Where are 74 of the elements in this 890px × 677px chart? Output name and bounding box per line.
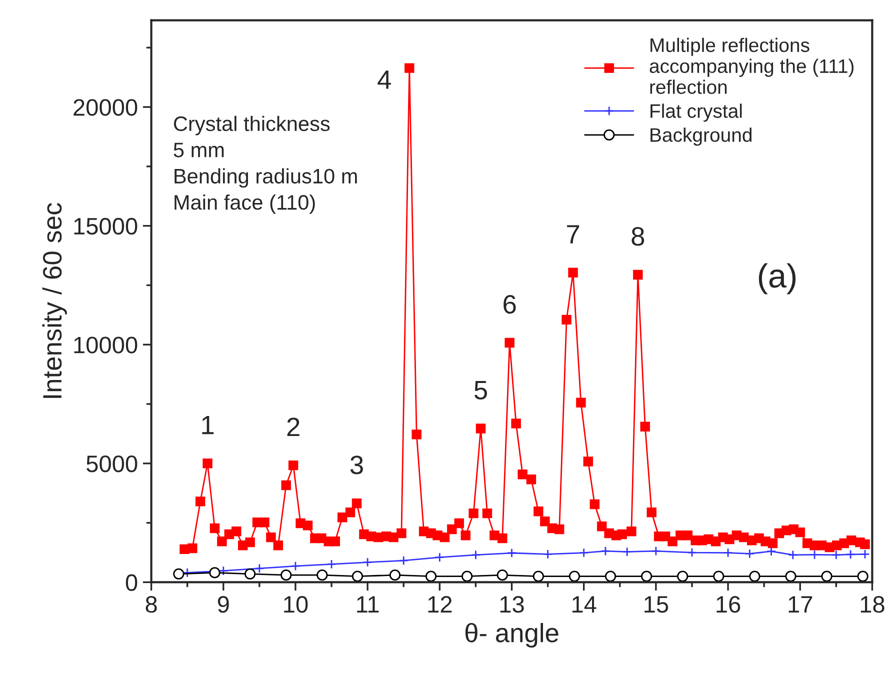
point [218,566,228,576]
point [254,564,264,574]
point [641,570,652,582]
point [496,570,508,581]
y-tick-label: 15000 [74,218,138,235]
annotation: 3 [350,456,363,474]
point [290,561,300,571]
point [362,557,372,568]
x-tick-label: 8 [146,596,157,613]
annotation: 4 [378,70,391,89]
point [749,570,760,582]
point [677,570,688,582]
point [846,550,856,560]
legend-label: Background [650,128,752,146]
point [462,570,473,582]
point [352,570,364,582]
point [622,546,632,557]
y-tick-label: 5000 [86,455,138,472]
point [506,548,517,558]
point [713,570,724,582]
annotation: 8 [632,227,644,246]
x-tick-label: 18 [860,596,884,613]
point [173,568,184,580]
point [687,548,697,558]
point [244,568,256,580]
point [860,549,870,560]
x-tick-label: 11 [357,596,379,613]
point [821,570,832,582]
y-tick-label: 20000 [74,99,138,116]
point [766,546,776,556]
point [568,570,580,582]
point [578,548,589,558]
point [604,570,616,582]
x-tick-label: 13 [500,596,524,613]
y-axis-title: Intensity / 60 sec [42,202,67,398]
annotation: 1 [202,416,214,434]
point [785,570,796,582]
point [831,550,842,560]
point [434,552,445,562]
x-tick-label: 9 [218,596,229,613]
point [280,570,292,581]
point [600,546,610,556]
y-tick-label: 0 [126,574,138,592]
x-tick-label: 16 [716,596,740,613]
point [651,546,661,556]
point [389,570,401,581]
point [857,570,868,582]
legend-label: Flat crystal [650,104,742,122]
point [470,550,481,560]
point [788,550,798,560]
x-axis-title: θ- angle [465,622,558,648]
point [398,556,408,566]
point [326,559,336,570]
annotation: (a) [758,263,796,294]
point [209,567,220,578]
annotation: 2 [287,418,300,436]
point [723,548,733,558]
annotation: Crystal thickness 5 mm Bending radius10 m Main face (110) [174,116,357,214]
point [810,550,820,560]
point [316,570,328,581]
x-tick-label: 15 [644,596,668,613]
legend-label: Multiple reflections accompanying the (111) reflection [650,38,854,94]
annotation: 5 [474,381,487,400]
point [532,570,544,582]
point [542,549,553,560]
x-tick-label: 17 [788,596,812,613]
point [744,548,755,559]
x-tick-label: 10 [284,596,308,613]
annotation: 6 [504,295,516,314]
x-tick-label: 12 [428,596,452,613]
y-tick-label: 10000 [74,336,138,354]
x-tick-label: 14 [572,596,596,613]
annotation: 7 [567,225,580,244]
point [425,570,437,582]
